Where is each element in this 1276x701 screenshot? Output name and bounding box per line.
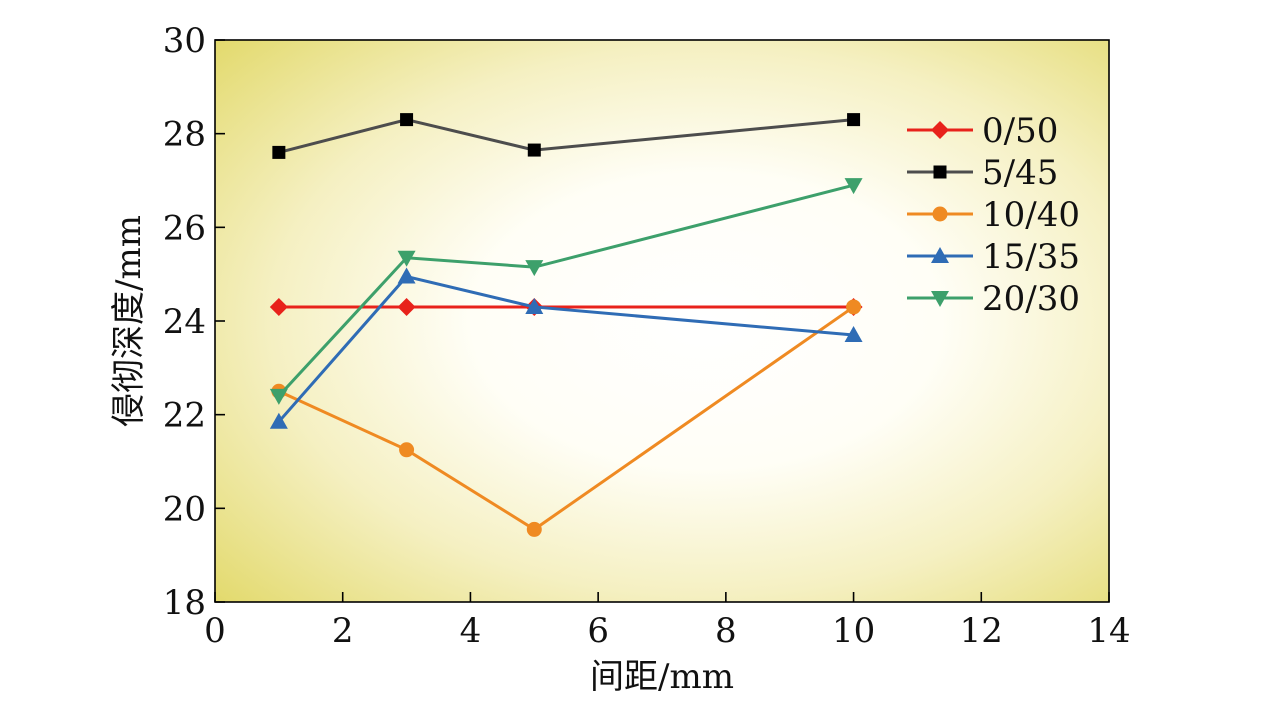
y-tick-label: 26	[163, 208, 206, 248]
data-point	[525, 297, 544, 314]
series-10-40	[271, 299, 862, 537]
x-tick-label: 12	[960, 611, 1003, 651]
y-tick-label: 20	[163, 489, 206, 529]
legend-item: 15/35	[907, 237, 1080, 277]
data-point	[399, 442, 415, 458]
plot-background	[215, 40, 1109, 602]
legend-swatch-marker	[931, 291, 949, 307]
series-line	[277, 274, 854, 423]
legend-swatch-marker	[932, 206, 948, 222]
legend-swatch-marker	[933, 165, 947, 179]
x-axis-ticks: 0 2 4 6 8 10 12 14	[204, 592, 1131, 651]
data-point	[269, 388, 288, 405]
legend-item: 0/50	[907, 111, 1058, 151]
data-point	[526, 521, 542, 537]
y-tick-label: 24	[163, 302, 206, 342]
data-point	[846, 299, 862, 315]
x-tick-label: 0	[204, 611, 226, 651]
legend-swatch-marker	[931, 121, 949, 139]
data-point	[269, 297, 288, 316]
data-point	[397, 267, 416, 284]
legend-label: 10/40	[982, 195, 1080, 235]
y-tick-label: 30	[163, 21, 206, 61]
series-15-35	[269, 267, 863, 429]
series-line	[277, 183, 854, 397]
x-axis-label: 间距/mm	[590, 657, 734, 697]
legend-label: 5/45	[982, 153, 1058, 193]
legend-label: 15/35	[982, 237, 1080, 277]
legend-label: 20/30	[982, 279, 1080, 319]
y-axis-label: 侵彻深度/mm	[109, 215, 149, 427]
y-tick-label: 22	[163, 396, 206, 436]
series-line	[278, 118, 854, 154]
x-tick-label: 8	[715, 611, 737, 651]
data-point	[525, 260, 544, 277]
legend-item: 10/40	[907, 195, 1080, 235]
legend-item: 20/30	[907, 279, 1080, 319]
x-tick-label: 4	[460, 611, 482, 651]
plot-frame	[214, 39, 1110, 603]
y-tick-label: 28	[163, 115, 206, 155]
legend-item: 5/45	[907, 153, 1058, 193]
y-tick-label: 18	[163, 583, 206, 623]
data-point	[844, 326, 863, 343]
legend-label: 0/50	[982, 111, 1058, 151]
series-line	[278, 305, 855, 532]
y-axis-ticks: 18 20 22 24 26 28 30	[163, 21, 225, 623]
x-tick-label: 2	[332, 611, 354, 651]
data-point	[847, 113, 861, 127]
x-tick-label: 10	[832, 611, 875, 651]
data-point	[397, 297, 416, 316]
x-tick-label: 14	[1087, 611, 1130, 651]
x-tick-label: 6	[587, 611, 609, 651]
legend-swatch-marker	[931, 247, 949, 263]
data-point	[397, 250, 416, 267]
series-20-30	[269, 178, 863, 405]
series-layer	[269, 113, 863, 537]
data-point	[527, 143, 541, 157]
data-point	[269, 412, 288, 429]
data-point	[400, 113, 414, 127]
data-point	[272, 145, 286, 159]
series-5-45	[272, 113, 861, 159]
data-point	[844, 178, 863, 195]
